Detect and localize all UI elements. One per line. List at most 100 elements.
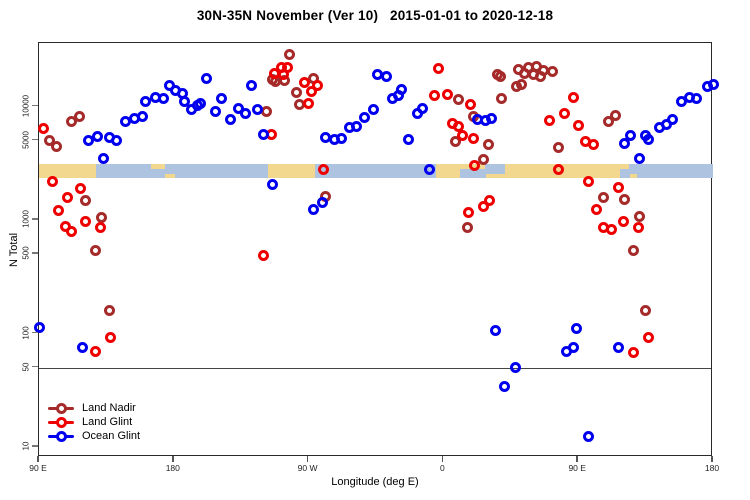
data-point-land-nadir — [598, 192, 610, 204]
data-point-ocean-glint — [225, 114, 237, 126]
land-ocean-band-segment-land — [435, 164, 460, 178]
data-point-land-nadir — [553, 142, 565, 154]
legend-circle-icon — [56, 430, 67, 442]
data-point-ocean-glint — [395, 84, 407, 96]
data-point-ocean-glint — [351, 120, 363, 132]
x-axis-tick — [711, 456, 713, 462]
data-point-land-nadir — [103, 305, 115, 317]
data-point-ocean-glint — [82, 135, 94, 147]
y-axis-tick-label: 5000 — [21, 130, 31, 149]
y-axis-tick — [32, 138, 38, 141]
data-point-land-glint — [464, 99, 476, 111]
data-point-ocean-glint — [571, 323, 583, 335]
data-point-land-glint — [38, 122, 49, 134]
x-axis-tick — [576, 456, 578, 462]
chart-title: 30N-35N November (Ver 10) 2015-01-01 to … — [196, 8, 554, 23]
data-point-ocean-glint — [707, 79, 719, 91]
data-point-land-nadir — [515, 79, 527, 91]
data-point-ocean-glint — [252, 104, 264, 116]
data-point-ocean-glint — [509, 362, 521, 374]
data-point-ocean-glint — [499, 381, 511, 393]
data-point-land-glint — [613, 182, 625, 194]
x-axis-tick — [306, 456, 309, 462]
data-point-land-nadir — [619, 194, 631, 206]
data-point-ocean-glint — [424, 164, 436, 176]
data-point-land-glint — [318, 164, 330, 176]
y-axis-tick-label: 100 — [21, 325, 31, 340]
data-point-ocean-glint — [490, 325, 502, 337]
data-point-ocean-glint — [583, 430, 595, 442]
data-point-land-nadir — [449, 136, 461, 148]
data-point-land-glint — [467, 133, 479, 145]
data-point-land-glint — [433, 63, 445, 75]
x-axis-tick — [172, 456, 174, 462]
band-mixed-land-patch — [165, 174, 176, 178]
data-point-ocean-glint — [619, 138, 631, 149]
data-point-land-glint — [590, 204, 602, 216]
data-point-ocean-glint — [634, 153, 646, 165]
data-point-ocean-glint — [195, 98, 207, 110]
data-point-ocean-glint — [358, 111, 370, 123]
data-point-ocean-glint — [201, 73, 213, 85]
legend: Land Nadir Land Glint Ocean Glint — [48, 401, 140, 443]
data-point-ocean-glint — [76, 341, 88, 353]
y-axis-tick-label: 1000 — [21, 210, 31, 228]
x-axis-tick-label: 180 — [165, 463, 180, 473]
data-point-ocean-glint — [258, 129, 270, 141]
data-point-land-glint — [303, 98, 315, 110]
data-point-ocean-glint — [97, 153, 109, 165]
data-point-land-nadir — [51, 141, 63, 153]
legend-label: Land Glint — [82, 416, 133, 428]
legend-symbol — [48, 430, 74, 442]
x-axis-tick — [37, 456, 39, 462]
band-mixed-land-patch — [151, 164, 165, 170]
data-point-land-glint — [105, 332, 117, 344]
y-axis-tick — [32, 445, 38, 447]
data-point-land-glint — [544, 114, 556, 126]
data-point-land-nadir — [43, 135, 55, 147]
data-point-land-glint — [52, 205, 64, 217]
data-point-land-nadir — [610, 110, 622, 122]
data-point-land-nadir — [547, 65, 559, 77]
data-point-land-glint — [306, 85, 318, 97]
data-point-land-glint — [628, 347, 640, 358]
data-point-ocean-glint — [307, 204, 319, 216]
data-point-ocean-glint — [240, 108, 252, 120]
data-point-land-glint — [617, 216, 629, 227]
x-axis-tick-label: 90 E — [29, 463, 47, 473]
data-point-land-glint — [90, 346, 102, 358]
data-point-ocean-glint — [157, 92, 169, 104]
data-point-ocean-glint — [33, 322, 45, 334]
data-point-land-nadir — [291, 86, 303, 98]
y-axis-tick-label: 50 — [21, 362, 31, 372]
data-point-land-glint — [484, 195, 496, 207]
data-point-ocean-glint — [178, 95, 190, 107]
data-point-land-nadir — [634, 211, 646, 223]
x-axis-tick-label: 90 W — [297, 463, 318, 473]
band-mixed-land-patch — [620, 164, 630, 170]
data-point-ocean-glint — [380, 70, 392, 82]
land-ocean-band-segment-land — [39, 164, 96, 178]
data-point-ocean-glint — [316, 197, 328, 209]
data-point-land-glint — [559, 108, 571, 120]
plot-area — [33, 42, 719, 456]
data-point-land-glint — [572, 120, 584, 132]
data-point-land-nadir — [261, 106, 273, 118]
data-point-land-glint — [442, 88, 454, 100]
data-point-land-glint — [553, 164, 565, 176]
data-point-ocean-glint — [667, 114, 679, 126]
legend-item: Land Nadir — [48, 401, 140, 415]
y-axis-tick — [32, 365, 38, 368]
data-point-land-glint — [258, 249, 270, 261]
y-axis-tick-label: 10000 — [21, 94, 31, 117]
data-point-land-nadir — [283, 48, 295, 60]
data-point-ocean-glint — [139, 95, 151, 107]
band-mixed-land-patch — [629, 174, 637, 178]
legend-label: Land Nadir — [82, 402, 136, 414]
data-point-ocean-glint — [367, 104, 379, 116]
land-ocean-band-segment-mixed — [620, 164, 637, 178]
data-point-ocean-glint — [111, 135, 123, 147]
data-point-land-glint — [583, 176, 595, 188]
land-ocean-band-segment-ocean — [95, 164, 152, 178]
